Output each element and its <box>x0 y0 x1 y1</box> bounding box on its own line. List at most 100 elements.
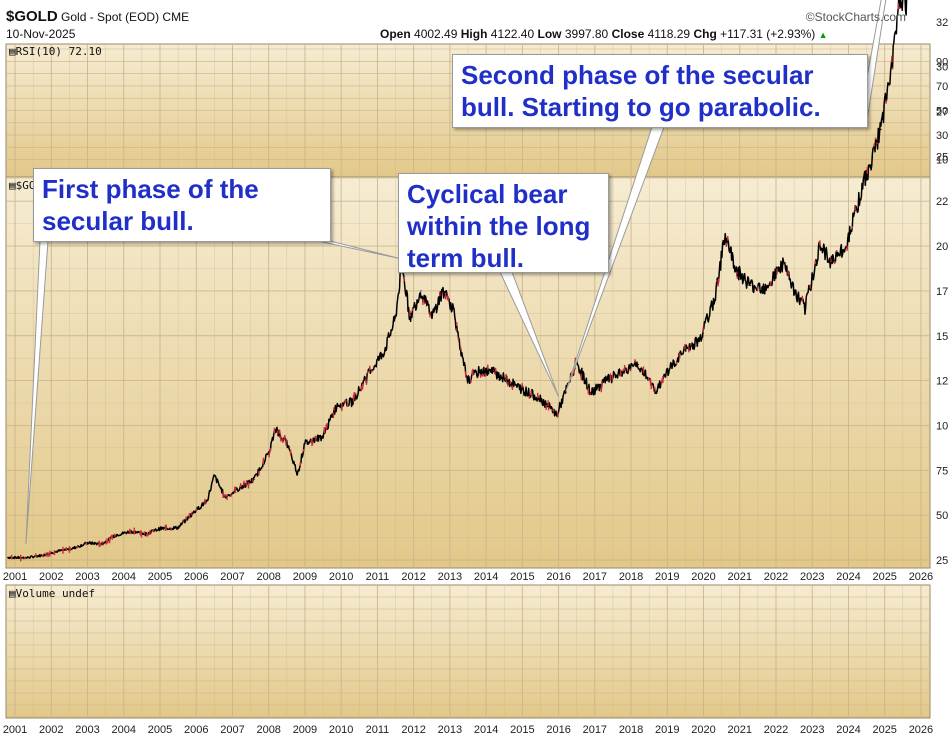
year-tick-label: 2004 <box>112 571 136 583</box>
year-tick-label: 2026 <box>909 571 933 583</box>
year-tick-label: 2007 <box>220 571 244 583</box>
price-tick-label: 3250 <box>936 17 948 29</box>
price-data-point <box>409 317 411 319</box>
price-data-point <box>177 527 179 529</box>
low-label: Low <box>537 27 562 41</box>
close-label: Close <box>611 27 645 41</box>
callout-cyclical-bear: Cyclical bear within the long term bull. <box>398 173 609 273</box>
price-data-point <box>384 349 386 351</box>
year-tick-label: 2003 <box>75 571 99 583</box>
price-data-point <box>239 487 241 489</box>
year-tick-label: 2001 <box>3 571 27 583</box>
price-data-point <box>478 371 480 373</box>
price-data-point <box>605 380 607 382</box>
callout-second-phase: Second phase of the secular bull. Starti… <box>452 54 868 128</box>
volume-year-tick-label: 2013 <box>438 724 462 736</box>
price-tick-label: 1250 <box>936 376 948 388</box>
price-tick-label: 1500 <box>936 331 948 343</box>
year-tick-label: 2002 <box>39 571 63 583</box>
volume-year-tick-label: 2011 <box>366 724 390 736</box>
volume-icon: ▤ <box>9 587 16 600</box>
price-data-point <box>556 414 558 416</box>
price-data-point <box>304 442 306 444</box>
price-tick-label: 2250 <box>936 196 948 208</box>
year-tick-label: 2013 <box>438 571 462 583</box>
price-data-point <box>764 286 766 288</box>
volume-year-tick-label: 2002 <box>39 724 63 736</box>
volume-year-tick-label: 2012 <box>401 724 425 736</box>
price-data-point <box>905 3 908 5</box>
price-data-point <box>25 557 27 559</box>
volume-year-tick-label: 2023 <box>800 724 824 736</box>
price-data-point <box>804 308 806 310</box>
price-data-point <box>420 290 422 292</box>
high-value: 4122.40 <box>490 27 535 41</box>
change-label: Chg <box>693 27 717 41</box>
change-value: +117.31 (+2.93%) <box>720 27 816 41</box>
year-tick-label: 2005 <box>148 571 172 583</box>
callout-first-phase: First phase of the secular bull. <box>33 168 331 242</box>
price-tick-label: 2750 <box>936 107 948 119</box>
price-data-point <box>684 349 687 351</box>
price-data-point <box>101 543 103 545</box>
volume-year-tick-label: 2015 <box>510 724 534 736</box>
price-data-point <box>442 290 444 292</box>
year-tick-label: 2011 <box>366 571 390 583</box>
close-value: 4118.29 <box>647 27 691 41</box>
open-label: Open <box>380 27 411 41</box>
volume-year-tick-label: 2006 <box>184 724 208 736</box>
volume-year-tick-label: 2001 <box>3 724 27 736</box>
price-data-point <box>206 500 208 502</box>
price-data-point <box>891 66 893 68</box>
price-series-line <box>7 0 908 560</box>
price-data-point <box>699 338 701 340</box>
price-data-point <box>623 371 625 373</box>
rsi-tick-label: 30 <box>936 130 948 142</box>
price-data-point <box>750 284 752 287</box>
year-tick-label: 2021 <box>728 571 752 583</box>
up-arrow-icon: ▲ <box>818 30 828 40</box>
stockcharts-logo: ©StockCharts.com <box>805 10 906 24</box>
volume-label: ▤Volume undef <box>9 587 96 600</box>
price-data-point <box>57 550 60 552</box>
price-tick-label: 500 <box>936 510 948 522</box>
volume-year-tick-label: 2022 <box>764 724 788 736</box>
low-value: 3997.80 <box>564 27 609 41</box>
price-data-point <box>713 299 716 301</box>
year-tick-label: 2018 <box>619 571 643 583</box>
price-data-point <box>735 268 737 270</box>
price-data-point <box>268 451 270 453</box>
price-data-point <box>351 401 353 403</box>
ohlc-readout: Open 4002.49 High 4122.40 Low 3997.80 Cl… <box>380 27 828 41</box>
year-tick-label: 2006 <box>184 571 208 583</box>
price-data-point <box>818 245 821 247</box>
price-data-point <box>724 234 726 236</box>
price-data-point <box>452 308 455 310</box>
year-tick-label: 2019 <box>655 571 679 583</box>
price-data-point <box>286 442 288 444</box>
rsi-tick-label: 90 <box>936 56 948 68</box>
price-data-point <box>297 473 299 475</box>
price-data-point <box>224 496 226 498</box>
chart-date: 10-Nov-2025 <box>6 27 76 41</box>
price-data-point <box>782 263 784 265</box>
year-tick-label: 2017 <box>583 571 607 583</box>
volume-year-tick-label: 2003 <box>75 724 99 736</box>
price-data-point <box>253 478 255 480</box>
exchange: CME <box>162 10 190 24</box>
volume-year-tick-label: 2024 <box>836 724 860 736</box>
volume-year-tick-label: 2007 <box>220 724 244 736</box>
price-data-point <box>865 173 868 175</box>
price-data-point <box>144 533 147 535</box>
open-value: 4002.49 <box>414 27 458 41</box>
year-tick-label: 2024 <box>836 571 860 583</box>
price-data-point <box>159 528 161 530</box>
price-tick-label: 1750 <box>936 286 948 298</box>
price-tick-label: 3000 <box>936 62 948 74</box>
volume-year-tick-label: 2017 <box>583 724 607 736</box>
price-data-point <box>666 371 668 373</box>
price-data-point <box>431 317 433 319</box>
price-data-point <box>844 249 846 251</box>
price-tick-label: 2000 <box>936 241 948 253</box>
volume-year-tick-label: 2010 <box>329 724 353 736</box>
